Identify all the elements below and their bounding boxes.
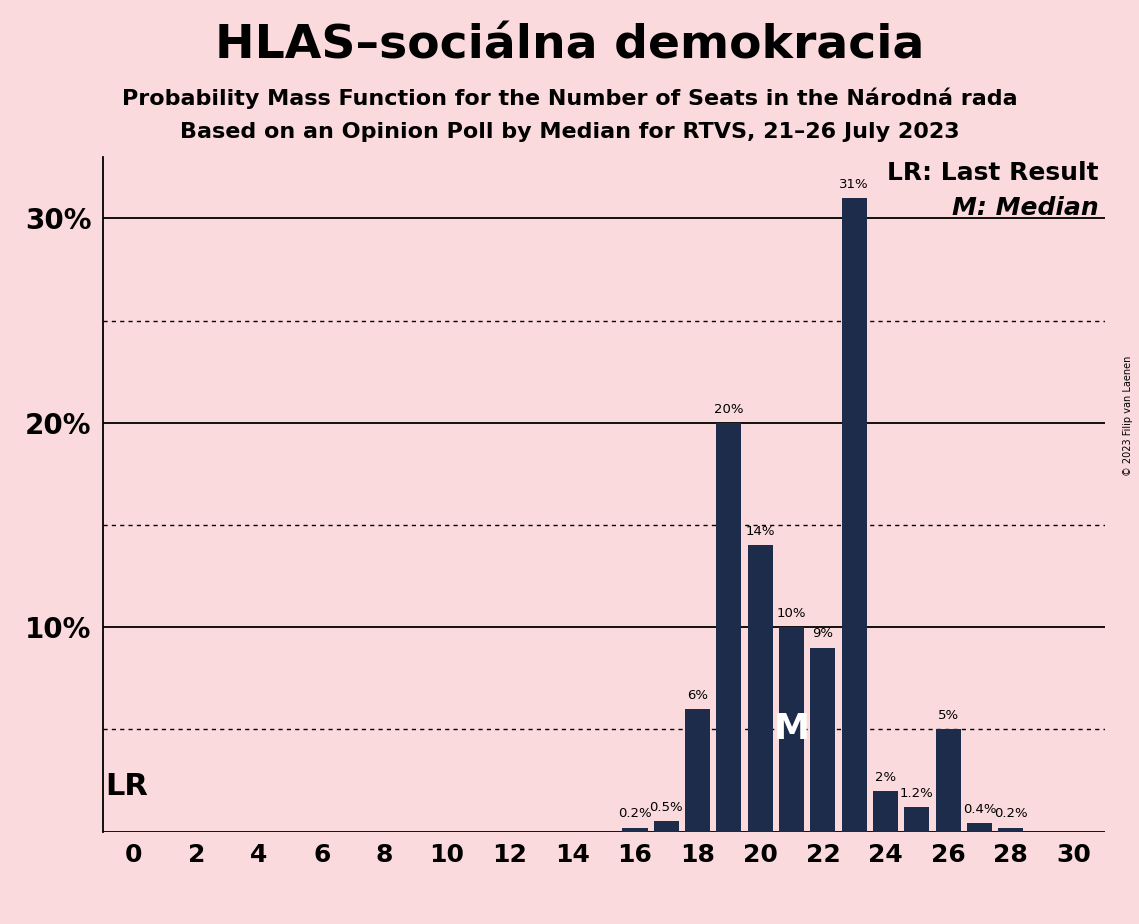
Bar (936, 729, 961, 832)
Text: 0.2%: 0.2% (994, 808, 1027, 821)
Bar (654, 821, 679, 832)
Text: 9%: 9% (812, 627, 834, 640)
Text: 20%: 20% (714, 403, 744, 416)
Bar (872, 791, 898, 832)
Text: 1.2%: 1.2% (900, 787, 934, 800)
Text: 6%: 6% (687, 688, 708, 702)
Text: 31%: 31% (839, 177, 869, 190)
Text: M: M (773, 712, 810, 747)
Bar (622, 828, 647, 832)
Text: 5%: 5% (937, 710, 959, 723)
Text: 10%: 10% (777, 607, 806, 620)
Text: 0.4%: 0.4% (962, 803, 997, 816)
Bar (748, 545, 772, 832)
Text: Based on an Opinion Poll by Median for RTVS, 21–26 July 2023: Based on an Opinion Poll by Median for R… (180, 122, 959, 142)
Bar (779, 627, 804, 832)
Text: HLAS–sociálna demokracia: HLAS–sociálna demokracia (215, 23, 924, 68)
Bar (811, 648, 836, 832)
Text: 14%: 14% (746, 525, 775, 539)
Bar (842, 198, 867, 832)
Text: 0.5%: 0.5% (649, 801, 683, 814)
Text: 2%: 2% (875, 771, 896, 784)
Text: Probability Mass Function for the Number of Seats in the Národná rada: Probability Mass Function for the Number… (122, 88, 1017, 109)
Bar (685, 709, 711, 832)
Text: M: Median: M: Median (952, 196, 1098, 220)
Bar (904, 807, 929, 832)
Text: 0.2%: 0.2% (618, 808, 652, 821)
Bar (998, 828, 1023, 832)
Bar (716, 423, 741, 832)
Text: © 2023 Filip van Laenen: © 2023 Filip van Laenen (1123, 356, 1133, 476)
Text: LR: Last Result: LR: Last Result (887, 161, 1098, 185)
Bar (967, 823, 992, 832)
Text: LR: LR (106, 772, 148, 801)
